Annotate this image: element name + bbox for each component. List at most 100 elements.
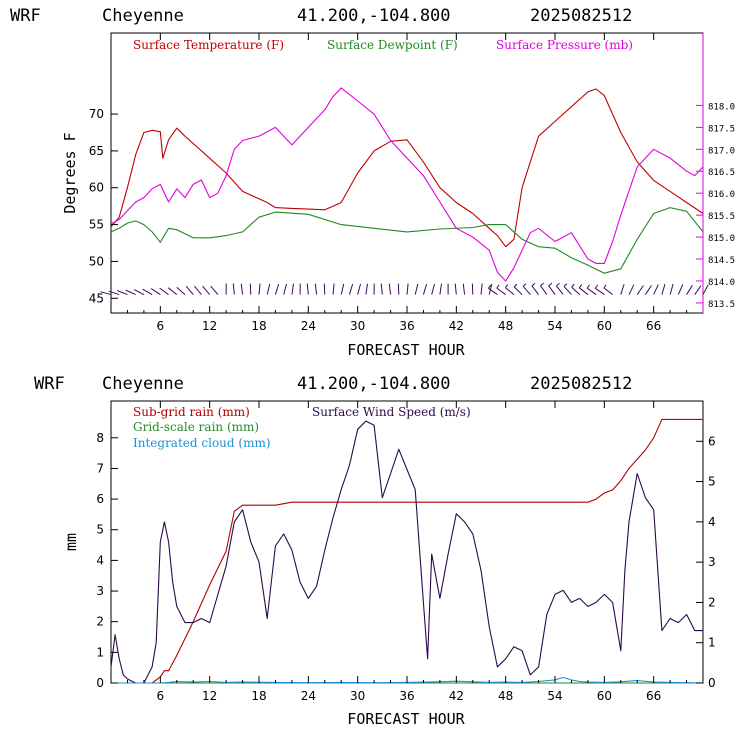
top-header-coords: 41.200,-104.800 <box>297 6 451 26</box>
wind-barb-row <box>100 282 709 296</box>
wind-barb-flag <box>603 284 607 289</box>
legend-surface-temperature: Surface Temperature (F) <box>133 38 284 52</box>
top-x-tick-label: 36 <box>399 319 414 333</box>
top-x-tick-label: 66 <box>646 319 661 333</box>
top-x-tick-label: 6 <box>157 319 165 333</box>
temperature-dewpoint-pressure-panel: 6 12 18 24 30 36 42 48 54 60 66 45 50 55 60 65 70 813.5 81… <box>61 32 735 359</box>
wind-barb-flag <box>578 284 583 289</box>
bottom-x-tick-label: 42 <box>449 689 464 703</box>
wind-barb <box>603 287 613 295</box>
wind-barb-flag <box>594 284 599 289</box>
top-x-tick-label: 18 <box>251 319 266 333</box>
top-y2-tick-label: 816.0 <box>708 190 735 200</box>
top-header-model: WRF <box>10 6 41 26</box>
top-x-tick-label: 12 <box>202 319 217 333</box>
bottom-x-tick-label: 66 <box>646 689 661 703</box>
wind-barb-flag <box>487 284 492 289</box>
wind-barb-flag <box>571 283 575 288</box>
bottom-y-tick-label: 6 <box>96 492 104 506</box>
wind-barb <box>202 285 211 295</box>
legend-surface-wind-speed: Surface Wind Speed (m/s) <box>312 405 471 419</box>
wind-barb-flag <box>496 284 500 289</box>
bottom-y-tick-label: 5 <box>96 523 104 537</box>
wind-barb <box>422 283 428 295</box>
bottom-y-tick-label: 2 <box>96 615 104 629</box>
wind-barb <box>539 285 548 295</box>
wind-barb-flag <box>556 283 560 287</box>
top-y2-tick-label: 814.0 <box>708 278 735 288</box>
wind-barb <box>488 287 498 295</box>
bottom-y2-tick-label: 6 <box>708 434 716 448</box>
wind-barb <box>620 283 625 295</box>
top-x-tick-label: 60 <box>597 319 612 333</box>
wind-barb-flag <box>513 283 518 288</box>
bottom-x-tick-label: 6 <box>157 689 165 703</box>
wind-barb <box>480 283 483 295</box>
wind-barb-flag <box>563 283 568 287</box>
wind-barb <box>232 283 235 295</box>
wind-barb-flag <box>548 282 553 287</box>
top-y-tick-label: 70 <box>89 107 104 121</box>
wind-barb <box>210 285 219 295</box>
wind-barb <box>454 283 457 295</box>
wind-barb <box>258 283 261 295</box>
bottom-y-tick-label: 8 <box>96 431 104 445</box>
top-y2-tick-label: 814.5 <box>708 256 735 266</box>
wind-barb-flag <box>586 284 590 289</box>
bottom-series-sub-grid-rain-mm <box>111 418 703 684</box>
top-y-tick-label: 45 <box>89 291 104 305</box>
wind-barb <box>185 285 194 295</box>
wind-barb <box>117 290 128 296</box>
wind-barb <box>531 285 539 295</box>
bottom-series-group <box>110 418 704 684</box>
wind-barb <box>365 283 368 295</box>
bottom-y2-tick-label: 1 <box>708 636 716 650</box>
wind-barb <box>439 283 442 295</box>
wind-barb <box>142 288 153 296</box>
bottom-x-tick-label: 24 <box>301 689 316 703</box>
bottom-y-tick-label: 0 <box>96 676 104 690</box>
wind-barb <box>406 283 409 295</box>
top-x-tick-label: 24 <box>301 319 316 333</box>
top-x-axis-label: FORECAST HOUR <box>347 341 465 359</box>
top-y2-tick-label: 815.5 <box>708 212 735 222</box>
wind-barb <box>332 283 335 295</box>
bottom-y2-tick-label: 2 <box>708 595 716 609</box>
legend-surface-dewpoint: Surface Dewpoint (F) <box>327 38 458 52</box>
wind-barb <box>348 283 354 295</box>
top-axis-ticks: 6 12 18 24 30 36 42 48 54 60 66 45 50 55 60 65 70 813.5 81… <box>89 33 735 333</box>
wind-barb <box>388 283 392 295</box>
top-y-tick-label: 60 <box>89 181 104 195</box>
wind-barb <box>661 283 666 295</box>
top-y-tick-label: 55 <box>89 218 104 232</box>
wind-barb <box>159 287 169 295</box>
bottom-y-axis-label: mm <box>62 533 80 551</box>
bottom-y2-tick-label: 4 <box>708 515 716 529</box>
wind-barb <box>513 286 523 295</box>
legend-gridscale-rain: Grid-scale rain (mm) <box>133 420 259 434</box>
wind-barb-flag <box>505 284 509 288</box>
top-x-tick-label: 54 <box>547 319 562 333</box>
wind-barb <box>686 285 693 295</box>
wind-barb-flag <box>522 283 527 287</box>
bottom-header-init: 2025082512 <box>530 374 632 394</box>
wind-barb <box>669 283 674 295</box>
wind-barb <box>694 285 702 295</box>
bottom-y2-tick-label: 0 <box>708 676 716 690</box>
bottom-y2-tick-label: 3 <box>708 555 716 569</box>
wind-barb <box>100 291 112 296</box>
top-y-tick-label: 50 <box>89 254 104 268</box>
top-header-init: 2025082512 <box>530 6 632 26</box>
bottom-y-tick-label: 1 <box>96 645 104 659</box>
wind-barb <box>314 283 318 295</box>
wind-barb <box>274 283 280 295</box>
bottom-x-tick-label: 48 <box>498 689 513 703</box>
wind-barb <box>563 286 572 295</box>
wind-barb <box>340 283 345 295</box>
bottom-x-tick-label: 30 <box>350 689 365 703</box>
top-series-surface-pressure-mb <box>110 87 704 282</box>
wind-barb <box>194 285 202 295</box>
bottom-x-tick-label: 60 <box>597 689 612 703</box>
bottom-x-tick-label: 54 <box>547 689 562 703</box>
